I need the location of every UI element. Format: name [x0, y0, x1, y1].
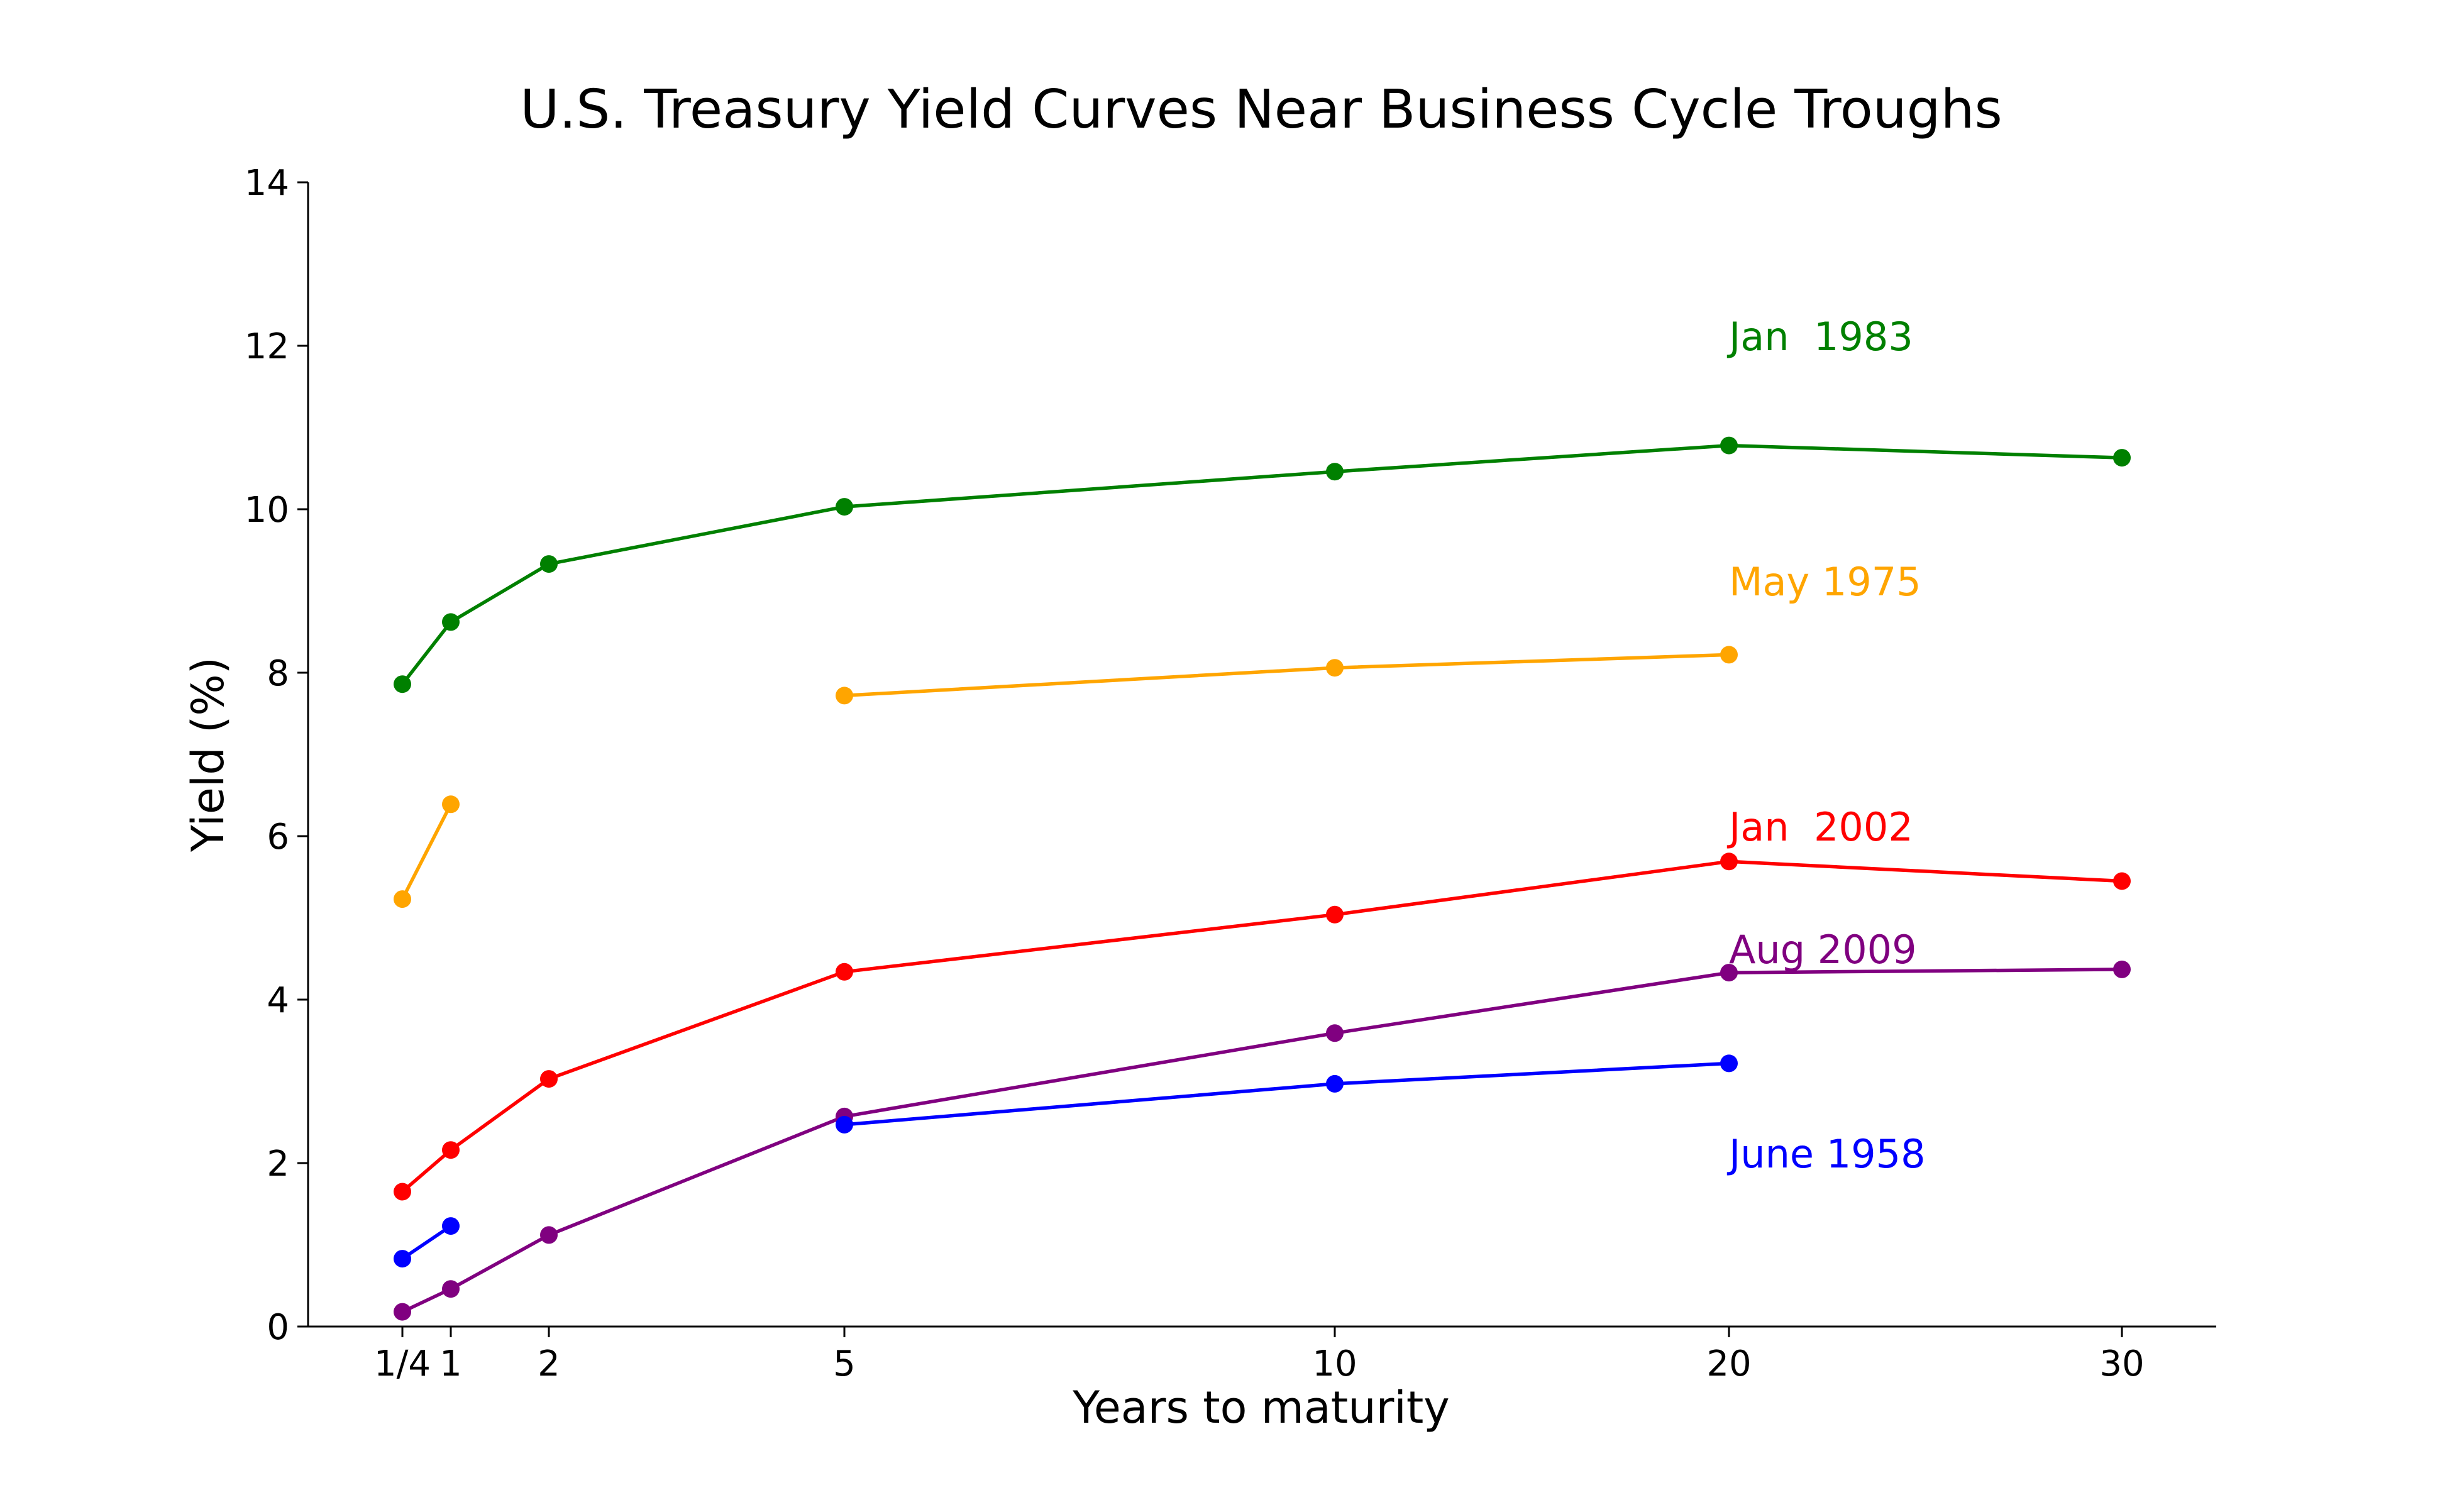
data-point-jan-1983: [836, 498, 853, 516]
data-point-jan-2002: [442, 1141, 460, 1159]
x-tick-label: 1/4: [374, 1344, 431, 1384]
y-tick-label: 12: [245, 326, 289, 367]
x-tick-label: 20: [1706, 1344, 1751, 1384]
data-point-aug-2009: [1720, 964, 1738, 982]
y-tick-label: 10: [245, 490, 289, 531]
data-point-may-1975: [394, 890, 411, 908]
data-point-jan-1983: [540, 555, 558, 573]
data-point-aug-2009: [2113, 960, 2131, 978]
x-tick-label: 1: [439, 1344, 462, 1384]
data-point-may-1975: [1326, 659, 1344, 677]
data-point-jan-1983: [442, 613, 460, 631]
data-point-jan-1983: [2113, 449, 2131, 467]
data-point-june-1958: [442, 1217, 460, 1235]
series-label: June 1958: [1726, 1131, 1926, 1177]
data-point-jan-1983: [1326, 463, 1344, 481]
data-point-jan-2002: [394, 1183, 411, 1201]
series-label: Aug 2009: [1729, 927, 1917, 973]
data-point-may-1975: [836, 687, 853, 705]
x-tick-label: 5: [833, 1344, 856, 1384]
data-point-jan-2002: [540, 1070, 558, 1088]
y-tick-label: 14: [245, 163, 289, 204]
data-point-may-1975: [442, 795, 460, 814]
y-tick-label: 2: [267, 1144, 289, 1184]
data-point-aug-2009: [394, 1303, 411, 1321]
x-tick-label: 30: [2099, 1344, 2144, 1384]
x-tick-label: 2: [538, 1344, 560, 1384]
data-point-aug-2009: [540, 1226, 558, 1244]
data-point-may-1975: [1720, 646, 1738, 664]
series-label: Jan 1983: [1726, 314, 1913, 360]
y-tick-label: 4: [267, 980, 289, 1021]
series-line-may-1975: [400, 803, 453, 900]
y-tick-label: 6: [267, 817, 289, 858]
data-point-jan-1983: [1720, 436, 1738, 455]
series-line-june-1958: [401, 1224, 452, 1261]
data-point-jan-1983: [394, 675, 411, 693]
data-point-jan-2002: [1720, 853, 1738, 871]
data-point-jan-2002: [2113, 872, 2131, 890]
y-tick-label: 0: [267, 1307, 289, 1348]
data-point-aug-2009: [1326, 1024, 1344, 1042]
data-point-june-1958: [836, 1115, 853, 1134]
data-point-june-1958: [1326, 1074, 1344, 1093]
data-point-june-1958: [394, 1250, 411, 1268]
series-label: May 1975: [1729, 559, 1921, 605]
data-point-june-1958: [1720, 1054, 1738, 1073]
data-point-jan-2002: [836, 963, 853, 981]
series-line-may-1975: [844, 653, 1730, 698]
chart-title: U.S. Treasury Yield Curves Near Business…: [520, 79, 2002, 141]
x-axis-label: Years to maturity: [1072, 1382, 1449, 1433]
y-axis-label: Yield (%): [182, 657, 234, 853]
series-label: Jan 2002: [1726, 804, 1913, 850]
data-point-jan-2002: [1326, 905, 1344, 924]
x-tick-label: 10: [1312, 1344, 1357, 1384]
y-tick-label: 8: [267, 653, 289, 694]
data-point-aug-2009: [442, 1280, 460, 1298]
